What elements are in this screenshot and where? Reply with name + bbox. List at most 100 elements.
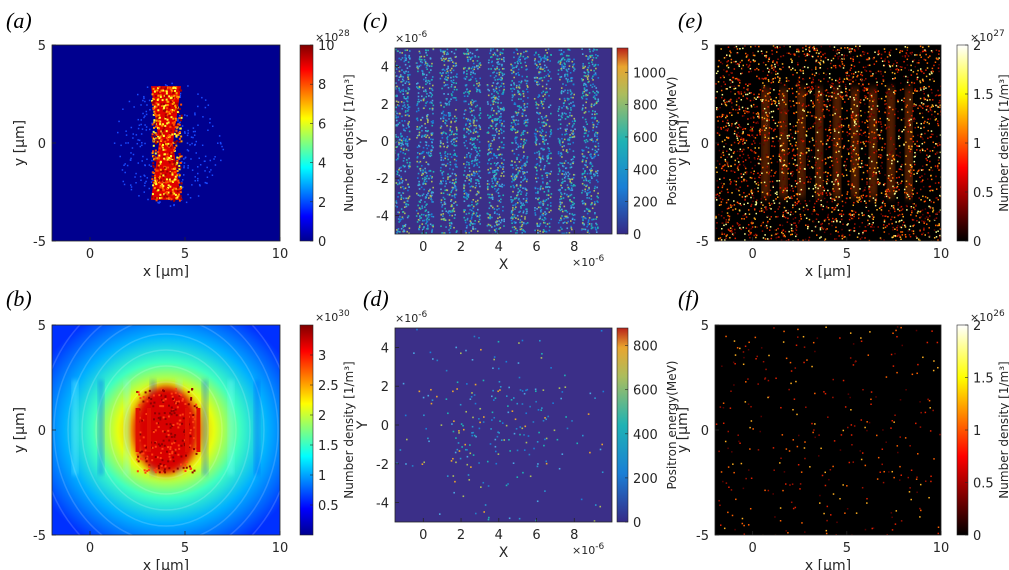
positron-point bbox=[536, 222, 538, 225]
positron-point bbox=[454, 214, 456, 216]
density-point bbox=[800, 139, 803, 141]
density-point bbox=[765, 99, 767, 101]
density-point bbox=[169, 132, 172, 135]
positron-point bbox=[522, 100, 525, 102]
positron-point bbox=[591, 202, 593, 204]
positron-point bbox=[502, 175, 505, 177]
density-point bbox=[919, 149, 921, 152]
positron-point bbox=[573, 70, 575, 72]
positron-point bbox=[493, 185, 496, 188]
density-point bbox=[829, 84, 831, 86]
halo-point bbox=[139, 175, 142, 178]
positron-point bbox=[470, 101, 472, 103]
positron-point bbox=[395, 205, 397, 207]
positron-point bbox=[546, 52, 549, 54]
positron-point bbox=[584, 65, 587, 68]
positron-point bbox=[416, 192, 418, 195]
positron-point bbox=[467, 60, 469, 63]
positron-point bbox=[535, 197, 537, 200]
positron-point bbox=[403, 157, 405, 160]
positron-point bbox=[488, 59, 490, 62]
positron-point bbox=[415, 215, 418, 217]
colorbar-tick-label: 4 bbox=[318, 157, 326, 172]
positron-point bbox=[494, 125, 497, 127]
positron-point bbox=[402, 79, 405, 82]
positron-point bbox=[515, 427, 518, 430]
positron-point bbox=[533, 76, 536, 79]
density-point bbox=[717, 70, 719, 73]
positron-point bbox=[456, 230, 458, 232]
positron-point bbox=[521, 390, 524, 392]
core-point bbox=[162, 439, 165, 442]
density-point bbox=[787, 209, 789, 212]
density-point bbox=[178, 157, 181, 160]
positron-point bbox=[392, 174, 394, 176]
positron-point bbox=[520, 62, 522, 64]
core-point bbox=[173, 441, 176, 444]
positron-point bbox=[398, 181, 401, 184]
positron-point bbox=[513, 216, 516, 218]
positron-point bbox=[487, 131, 489, 133]
positron-point bbox=[426, 93, 428, 95]
positron-point bbox=[582, 116, 584, 119]
positron-point bbox=[402, 128, 405, 131]
positron-point bbox=[395, 124, 397, 127]
positron-point bbox=[561, 162, 564, 165]
density-point bbox=[153, 100, 156, 103]
positron-point bbox=[588, 232, 591, 234]
positron-point bbox=[571, 66, 574, 68]
halo-point bbox=[140, 119, 143, 121]
positron-point bbox=[483, 416, 485, 418]
positron-point bbox=[399, 142, 402, 145]
positron-point bbox=[538, 143, 541, 145]
positron-point bbox=[496, 169, 499, 171]
positron-point bbox=[465, 117, 468, 120]
colorbar-exponent-base: ×10 bbox=[315, 311, 338, 324]
positron-point bbox=[523, 172, 526, 174]
density-point bbox=[824, 158, 827, 160]
density-point bbox=[152, 184, 155, 187]
halo-point bbox=[187, 129, 189, 132]
positron-point bbox=[537, 206, 540, 209]
positron-point bbox=[427, 216, 430, 218]
density-point bbox=[157, 181, 160, 184]
positron-point bbox=[522, 109, 525, 112]
halo-point bbox=[124, 171, 126, 174]
core-point bbox=[154, 429, 157, 432]
positron-point bbox=[473, 172, 475, 174]
positron-point bbox=[467, 174, 469, 176]
positron-point bbox=[493, 138, 495, 141]
positron-point bbox=[570, 109, 572, 111]
positron-point bbox=[405, 127, 408, 130]
positron-point bbox=[498, 57, 501, 60]
positron-point bbox=[401, 80, 404, 83]
positron-point bbox=[596, 90, 598, 93]
positron-point bbox=[591, 61, 593, 63]
positron-point bbox=[526, 201, 528, 204]
positron-point bbox=[468, 126, 471, 128]
positron-point bbox=[424, 197, 427, 199]
positron-point bbox=[564, 175, 567, 178]
positron-point bbox=[447, 71, 450, 74]
core-point bbox=[157, 416, 160, 419]
positron-point bbox=[464, 135, 467, 138]
positron-point bbox=[595, 131, 597, 134]
positron-point bbox=[404, 414, 407, 417]
y-axis-label: Y bbox=[355, 420, 371, 430]
positron-point bbox=[423, 219, 426, 222]
positron-point bbox=[398, 168, 400, 171]
positron-point bbox=[517, 145, 520, 148]
positron-point bbox=[586, 140, 589, 143]
positron-point bbox=[395, 119, 398, 122]
positron-point bbox=[454, 173, 456, 175]
density-point bbox=[166, 155, 169, 158]
positron-point bbox=[497, 110, 500, 113]
density-point bbox=[162, 108, 165, 111]
positron-point bbox=[522, 108, 524, 111]
positron-point bbox=[570, 166, 573, 168]
positron-point bbox=[525, 192, 528, 195]
positron-point bbox=[572, 203, 574, 206]
density-point bbox=[936, 105, 939, 107]
positron-point bbox=[534, 80, 537, 82]
positron-point bbox=[535, 163, 538, 166]
